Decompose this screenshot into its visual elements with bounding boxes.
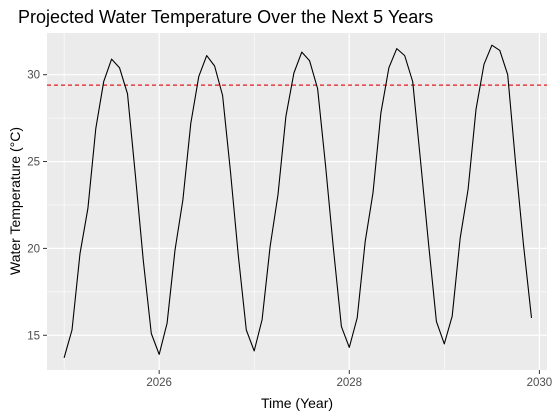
x-axis-label: Time (Year) xyxy=(261,395,333,411)
y-tick-label: 15 xyxy=(27,330,40,342)
major-gridlines xyxy=(47,33,547,370)
series-line xyxy=(63,44,533,358)
x-tick-label: 2028 xyxy=(336,377,362,389)
chart-title: Projected Water Temperature Over the Nex… xyxy=(18,7,433,27)
x-axis-ticks: 2026 2028 2030 xyxy=(146,370,552,389)
y-axis-ticks: 15 20 25 30 xyxy=(27,70,47,342)
series-layer xyxy=(63,44,533,358)
y-axis-label: Water Temperature (°C) xyxy=(7,127,23,275)
y-tick-label: 20 xyxy=(27,243,40,255)
y-tick-label: 25 xyxy=(27,157,40,169)
plot-panel xyxy=(47,33,547,370)
x-tick-label: 2026 xyxy=(146,377,172,389)
y-tick-label: 30 xyxy=(27,70,40,82)
x-tick-label: 2030 xyxy=(527,377,553,389)
